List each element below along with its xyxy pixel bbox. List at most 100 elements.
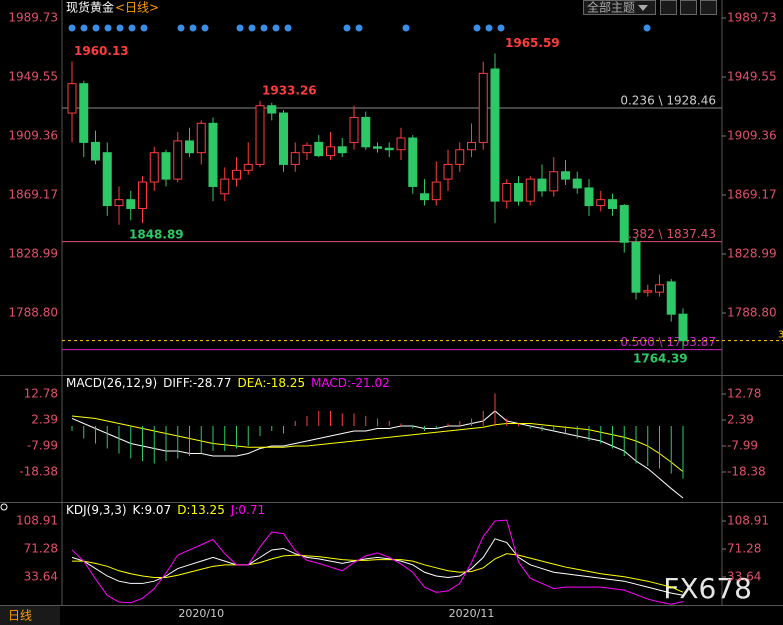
candle-body — [102, 152, 112, 207]
y-tick-label: -7.99 — [27, 438, 58, 452]
y-tick-label: 1869.17 — [727, 188, 777, 202]
icon-button[interactable] — [660, 0, 677, 15]
candle-body — [208, 122, 218, 187]
candle-body — [561, 171, 570, 180]
extreme-label: 1764.39 — [633, 351, 688, 365]
candle-body — [384, 147, 394, 151]
candle-body — [420, 193, 429, 201]
legend-entry: D:13.25 — [177, 503, 225, 517]
extreme-label: 1933.26 — [262, 83, 317, 97]
candle-body — [138, 181, 147, 209]
indicator-line — [71, 538, 684, 596]
candle-body — [114, 199, 124, 207]
legend-entry: J:0.71 — [230, 503, 265, 517]
fib-label: 0.236 \ 1928.46 — [620, 93, 716, 107]
footer-tab[interactable] — [0, 606, 60, 625]
legend-entry: DEA:-18.25 — [238, 376, 306, 390]
candle-body — [337, 146, 347, 154]
candle-body — [490, 68, 500, 202]
candle-body — [478, 72, 488, 143]
legend-entry: MACD:-21.02 — [311, 376, 390, 390]
candle-body — [149, 152, 159, 183]
candle-body — [608, 199, 617, 209]
extreme-label: 1960.13 — [74, 44, 129, 58]
watermark: FX678 — [663, 572, 752, 605]
fib-label: 0.382 \ 1837.43 — [620, 227, 716, 241]
y-tick-label: 12.78 — [24, 386, 58, 400]
candle-body — [455, 149, 465, 165]
candle-body — [678, 313, 688, 342]
legend-entry: K:9.07 — [133, 503, 172, 517]
y-tick-label: -18.38 — [19, 464, 58, 478]
candle-body — [91, 141, 100, 161]
candle-body — [572, 178, 582, 189]
theme-menu[interactable]: 全部主题 — [587, 0, 635, 15]
candle-body — [302, 144, 312, 154]
candle-body — [326, 146, 335, 157]
legend-entry: DIFF:-28.77 — [163, 376, 231, 390]
candle-body — [196, 122, 206, 154]
candle-body — [243, 163, 253, 171]
y-tick-label: 1989.73 — [727, 11, 777, 25]
y-tick-label: -18.38 — [727, 464, 766, 478]
indicator-line — [71, 410, 684, 499]
y-tick-label: 108.91 — [727, 513, 769, 527]
panel-name: MACD(26,12,9) — [66, 376, 157, 390]
candle-body — [185, 140, 194, 154]
candle-body — [361, 116, 371, 148]
y-tick-label: 1909.36 — [8, 129, 58, 143]
y-tick-label: 1828.99 — [727, 247, 777, 261]
candle-body — [349, 116, 359, 143]
y-tick-label: 1788.80 — [8, 306, 58, 320]
y-tick-label: 1989.73 — [8, 11, 58, 25]
y-tick-label: 12.78 — [727, 386, 761, 400]
footer-period[interactable]: 日线 — [8, 609, 32, 623]
icon-button[interactable] — [680, 0, 697, 15]
candle-body — [596, 199, 606, 207]
panel-name: KDJ(9,3,3) — [66, 503, 127, 517]
candle-body — [173, 140, 183, 180]
candle-body — [619, 205, 629, 243]
instrument-title: 现货黄金 — [66, 0, 114, 15]
y-tick-label: 1949.55 — [727, 69, 777, 83]
y-tick-label: 1828.99 — [8, 247, 58, 261]
candle-body — [431, 181, 441, 201]
indicator-line — [71, 415, 684, 473]
candle-body — [525, 178, 535, 202]
y-tick-label: 33.64 — [727, 570, 761, 584]
candle-body — [232, 169, 241, 180]
candle-body — [126, 199, 136, 209]
fib-label: 0.500 \ 1763.87 — [620, 335, 716, 349]
icon-button[interactable] — [700, 0, 717, 15]
indicator-line — [72, 553, 684, 593]
dropdown-arrow — [638, 5, 648, 11]
x-tick-label: 2020/11 — [449, 607, 495, 620]
candle-body — [255, 105, 265, 165]
theme-dropdown[interactable] — [583, 0, 656, 15]
candle-body — [290, 152, 300, 165]
candle-body — [79, 83, 89, 143]
candle-body — [161, 152, 171, 180]
extreme-label: 1848.89 — [129, 227, 184, 241]
candle-body — [267, 105, 277, 114]
y-tick-label: 33.64 — [24, 570, 58, 584]
candle-body — [279, 112, 288, 165]
candle-body — [584, 187, 594, 207]
candle-body — [220, 178, 230, 195]
panel-title: MACD(26,12,9) DIFF:-28.77 DEA:-18.25 MACD:-… — [66, 376, 390, 390]
indicator-line — [71, 519, 684, 605]
candle-body — [537, 178, 547, 192]
candle-body — [373, 146, 382, 149]
candle-body — [67, 83, 77, 114]
panel-title: KDJ(9,3,3) K:9.07 D:13.25 J:0.71 — [66, 503, 265, 517]
candle-body — [314, 141, 324, 157]
candle-body — [655, 284, 664, 293]
indicator-icon — [0, 503, 8, 511]
candle-body — [549, 171, 559, 192]
x-tick-label: 2020/10 — [178, 607, 224, 620]
last-price-label: 3 — [778, 330, 783, 341]
y-tick-label: 1869.17 — [8, 188, 58, 202]
period-label[interactable]: <日线> — [115, 1, 159, 15]
